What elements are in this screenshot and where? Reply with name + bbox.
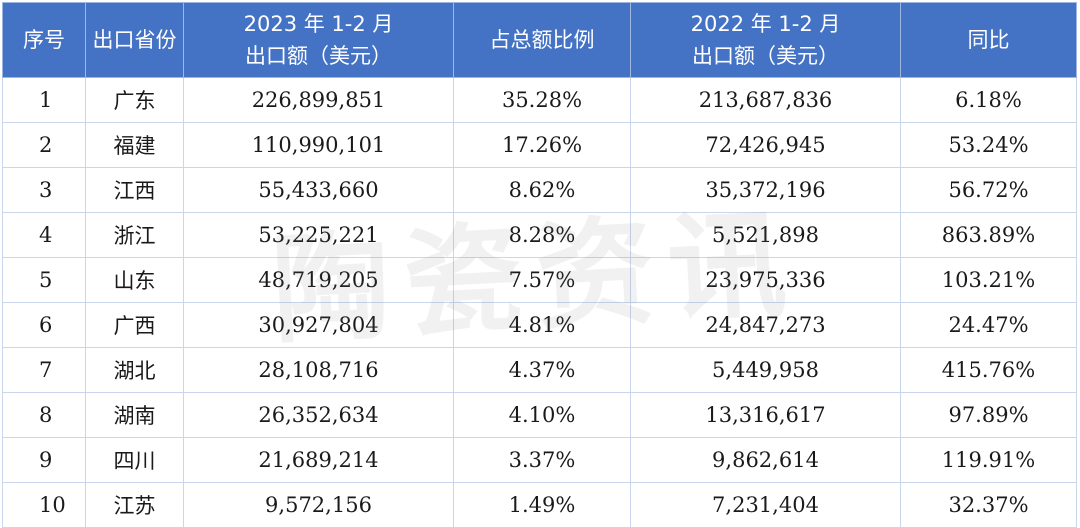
cell-export-2023: 30,927,804 xyxy=(183,302,454,348)
cell-share: 1.49% xyxy=(453,482,631,528)
table-row: 7 湖北 28,108,716 4.37% 5,449,958 415.76% xyxy=(2,347,1077,393)
cell-export-2022: 5,521,898 xyxy=(630,212,901,258)
cell-export-2023: 55,433,660 xyxy=(183,167,454,213)
table-row: 4 浙江 53,225,221 8.28% 5,521,898 863.89% xyxy=(2,212,1077,258)
cell-seq: 1 xyxy=(2,77,86,123)
cell-yoy: 53.24% xyxy=(900,122,1077,168)
cell-export-2023: 226,899,851 xyxy=(183,77,454,123)
cell-export-2022: 7,231,404 xyxy=(630,482,901,528)
table-row: 6 广西 30,927,804 4.81% 24,847,273 24.47% xyxy=(2,302,1077,348)
header-export-2022: 2022 年 1-2 月 出口额（美元） xyxy=(630,2,901,78)
cell-province: 四川 xyxy=(85,437,184,483)
cell-export-2022: 13,316,617 xyxy=(630,392,901,438)
cell-share: 8.62% xyxy=(453,167,631,213)
cell-share: 4.37% xyxy=(453,347,631,393)
cell-export-2022: 72,426,945 xyxy=(630,122,901,168)
cell-export-2022: 24,847,273 xyxy=(630,302,901,348)
cell-yoy: 103.21% xyxy=(900,257,1077,303)
cell-export-2022: 23,975,336 xyxy=(630,257,901,303)
cell-export-2022: 35,372,196 xyxy=(630,167,901,213)
header-export-2023-line1: 2023 年 1-2 月 xyxy=(243,12,394,36)
cell-share: 3.37% xyxy=(453,437,631,483)
cell-province: 山东 xyxy=(85,257,184,303)
header-yoy: 同比 xyxy=(900,2,1077,78)
cell-export-2023: 110,990,101 xyxy=(183,122,454,168)
header-export-2023: 2023 年 1-2 月 出口额（美元） xyxy=(183,2,454,78)
table-row: 3 江西 55,433,660 8.62% 35,372,196 56.72% xyxy=(2,167,1077,213)
cell-seq: 10 xyxy=(2,482,86,528)
header-province: 出口省份 xyxy=(85,2,184,78)
cell-yoy: 24.47% xyxy=(900,302,1077,348)
cell-seq: 7 xyxy=(2,347,86,393)
cell-seq: 3 xyxy=(2,167,86,213)
cell-export-2022: 213,687,836 xyxy=(630,77,901,123)
cell-seq: 6 xyxy=(2,302,86,348)
cell-seq: 4 xyxy=(2,212,86,258)
cell-export-2023: 53,225,221 xyxy=(183,212,454,258)
cell-yoy: 863.89% xyxy=(900,212,1077,258)
cell-share: 4.10% xyxy=(453,392,631,438)
cell-yoy: 6.18% xyxy=(900,77,1077,123)
table-header-row: 序号 出口省份 2023 年 1-2 月 出口额（美元） 占总额比例 2022 … xyxy=(2,2,1077,78)
cell-yoy: 56.72% xyxy=(900,167,1077,213)
table-row: 2 福建 110,990,101 17.26% 72,426,945 53.24% xyxy=(2,122,1077,168)
cell-share: 35.28% xyxy=(453,77,631,123)
cell-seq: 8 xyxy=(2,392,86,438)
cell-province: 浙江 xyxy=(85,212,184,258)
header-seq: 序号 xyxy=(2,2,86,78)
table-row: 9 四川 21,689,214 3.37% 9,862,614 119.91% xyxy=(2,437,1077,483)
table-row: 5 山东 48,719,205 7.57% 23,975,336 103.21% xyxy=(2,257,1077,303)
table-row: 1 广东 226,899,851 35.28% 213,687,836 6.18% xyxy=(2,77,1077,123)
cell-seq: 5 xyxy=(2,257,86,303)
cell-share: 7.57% xyxy=(453,257,631,303)
cell-export-2022: 5,449,958 xyxy=(630,347,901,393)
cell-province: 福建 xyxy=(85,122,184,168)
header-export-2022-line2: 出口额（美元） xyxy=(692,44,839,68)
cell-province: 湖南 xyxy=(85,392,184,438)
header-export-2022-line1: 2022 年 1-2 月 xyxy=(690,12,841,36)
table-row: 8 湖南 26,352,634 4.10% 13,316,617 97.89% xyxy=(2,392,1077,438)
header-export-2023-line2: 出口额（美元） xyxy=(245,44,392,68)
cell-share: 4.81% xyxy=(453,302,631,348)
table-body: 1 广东 226,899,851 35.28% 213,687,836 6.18% 2 福建 1… xyxy=(2,77,1077,528)
cell-export-2023: 26,352,634 xyxy=(183,392,454,438)
cell-export-2023: 28,108,716 xyxy=(183,347,454,393)
cell-share: 17.26% xyxy=(453,122,631,168)
cell-province: 江西 xyxy=(85,167,184,213)
header-share: 占总额比例 xyxy=(453,2,631,78)
cell-export-2023: 21,689,214 xyxy=(183,437,454,483)
cell-yoy: 415.76% xyxy=(900,347,1077,393)
cell-seq: 9 xyxy=(2,437,86,483)
cell-export-2023: 48,719,205 xyxy=(183,257,454,303)
cell-export-2023: 9,572,156 xyxy=(183,482,454,528)
cell-yoy: 119.91% xyxy=(900,437,1077,483)
cell-seq: 2 xyxy=(2,122,86,168)
cell-province: 广西 xyxy=(85,302,184,348)
table-row: 10 江苏 9,572,156 1.49% 7,231,404 32.37% xyxy=(2,482,1077,528)
cell-province: 广东 xyxy=(85,77,184,123)
cell-yoy: 32.37% xyxy=(900,482,1077,528)
cell-province: 湖北 xyxy=(85,347,184,393)
cell-share: 8.28% xyxy=(453,212,631,258)
cell-export-2022: 9,862,614 xyxy=(630,437,901,483)
cell-yoy: 97.89% xyxy=(900,392,1077,438)
cell-province: 江苏 xyxy=(85,482,184,528)
